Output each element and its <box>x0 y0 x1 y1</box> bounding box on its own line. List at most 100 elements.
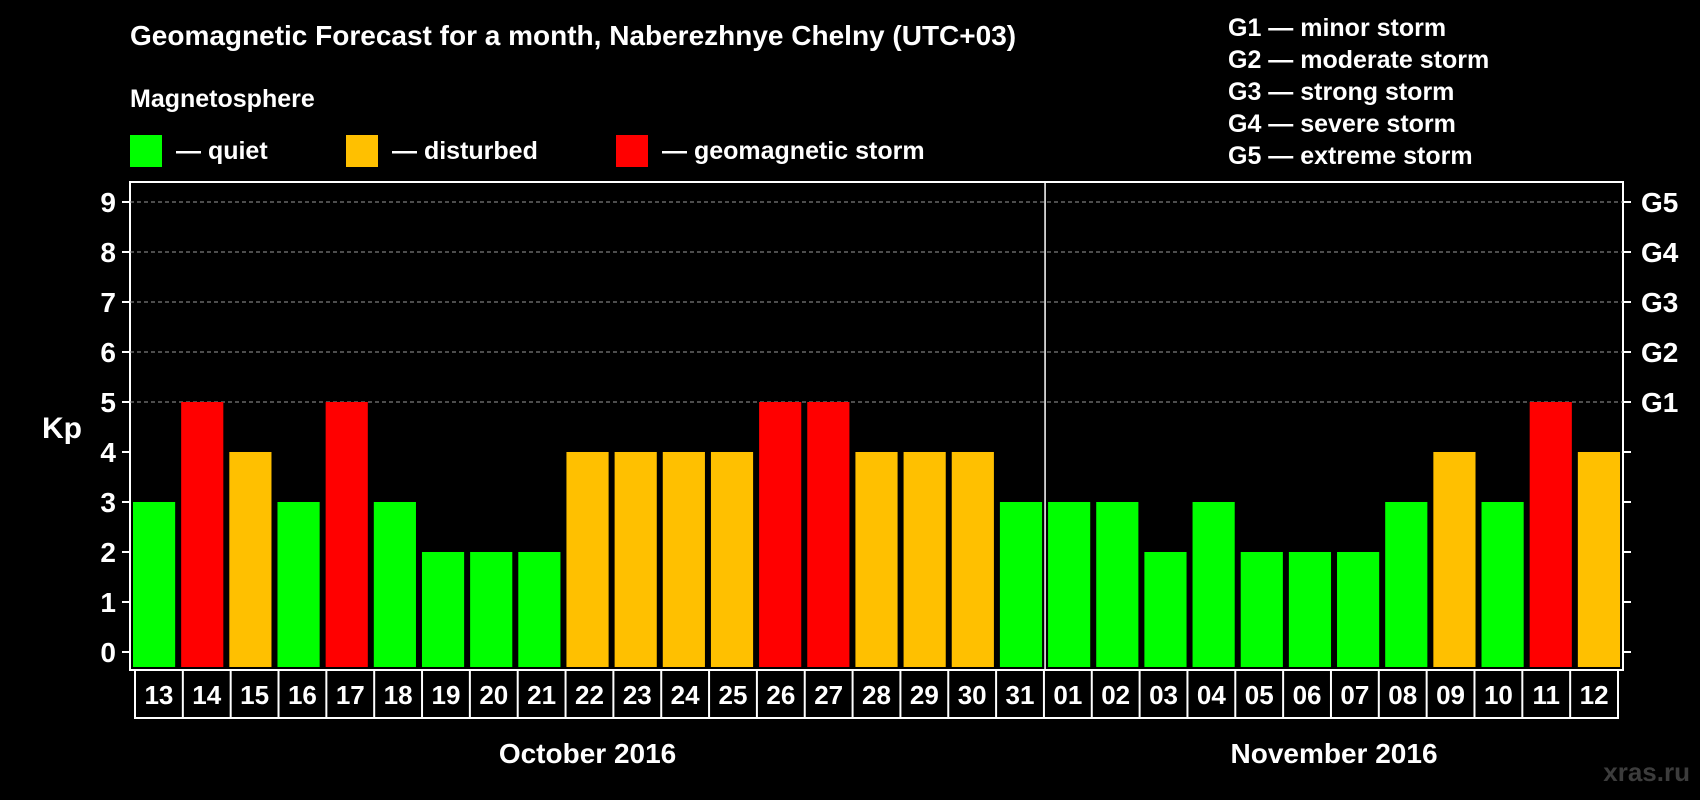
bar-2-15 <box>229 451 272 667</box>
x-tick-label-07-25: 07 <box>1340 680 1369 710</box>
x-tick-label-04-22: 04 <box>1197 680 1226 710</box>
storm-scale-g5: G5 — extreme storm <box>1228 142 1473 170</box>
bar-30-12 <box>1577 451 1620 667</box>
x-tick-label-08-26: 08 <box>1388 680 1417 710</box>
bar-17-30 <box>951 451 994 667</box>
x-tick-label-27-14: 27 <box>814 680 843 710</box>
bar-21-03 <box>1144 551 1187 667</box>
bar-15-28 <box>855 451 898 667</box>
x-tick-label-28-15: 28 <box>862 680 891 710</box>
right-axis-label-g5: G5 <box>1641 187 1678 218</box>
bar-19-01 <box>1048 501 1091 667</box>
y-tick-label-3: 3 <box>100 487 116 518</box>
legend-swatch-quiet <box>130 135 162 167</box>
bar-23-05 <box>1240 551 1283 667</box>
legend-swatch-disturbed <box>346 135 378 167</box>
bar-16-29 <box>903 451 946 667</box>
x-axis-date-strip <box>134 669 1619 719</box>
x-tick-label-31-18: 31 <box>1006 680 1035 710</box>
y-tick-label-7: 7 <box>100 287 116 318</box>
bar-11-24 <box>662 451 705 667</box>
bar-22-04 <box>1192 501 1235 667</box>
x-tick-label-22-9: 22 <box>575 680 604 710</box>
x-tick-label-25-12: 25 <box>719 680 748 710</box>
x-tick-label-26-13: 26 <box>766 680 795 710</box>
x-tick-label-29-16: 29 <box>910 680 939 710</box>
month-label-october: October 2016 <box>499 738 676 769</box>
x-tick-label-24-11: 24 <box>671 680 700 710</box>
storm-scale-legend: G1 — minor storm G2 — moderate storm G3 … <box>1228 12 1489 172</box>
legend-swatch-storm <box>616 135 648 167</box>
bar-5-18 <box>373 501 416 667</box>
legend-item-storm: — geomagnetic storm <box>616 135 925 167</box>
bar-12-25 <box>710 451 754 667</box>
legend-item-disturbed: — disturbed <box>346 135 538 167</box>
legend-label-storm: — geomagnetic storm <box>662 136 925 165</box>
right-axis-label-g1: G1 <box>1641 387 1678 418</box>
y-tick-label-2: 2 <box>100 537 116 568</box>
x-tick-label-20-7: 20 <box>479 680 508 710</box>
y-tick-label-6: 6 <box>100 337 116 368</box>
right-axis-label-g4: G4 <box>1641 237 1679 268</box>
y-axis-label: Kp <box>42 412 82 445</box>
bar-14-27 <box>807 401 850 667</box>
y-tick-label-5: 5 <box>100 387 116 418</box>
x-tick-label-11-29: 11 <box>1532 680 1560 710</box>
x-tick-label-18-5: 18 <box>384 680 413 710</box>
x-tick-label-14-1: 14 <box>192 680 221 710</box>
storm-scale-g2: G2 — moderate storm <box>1228 46 1490 74</box>
bar-29-11 <box>1529 401 1572 667</box>
bar-7-20 <box>470 551 513 667</box>
bar-9-22 <box>566 451 609 667</box>
bar-27-09 <box>1433 451 1476 667</box>
bar-4-17 <box>325 401 368 667</box>
x-tick-label-01-19: 01 <box>1053 680 1082 710</box>
bar-1-14 <box>181 401 224 667</box>
bar-10-23 <box>614 451 657 667</box>
bar-20-02 <box>1096 501 1139 667</box>
bar-0-13 <box>133 501 176 667</box>
x-tick-label-03-21: 03 <box>1149 680 1178 710</box>
x-tick-label-17-4: 17 <box>336 680 365 710</box>
chart-title: Geomagnetic Forecast for a month, Nabere… <box>130 20 1017 51</box>
x-tick-label-10-28: 10 <box>1484 680 1513 710</box>
legend-label-quiet: — quiet <box>176 136 268 165</box>
bar-28-10 <box>1481 501 1524 667</box>
x-tick-label-16-3: 16 <box>288 680 317 710</box>
bar-26-08 <box>1385 501 1428 667</box>
bar-8-21 <box>518 551 561 667</box>
storm-scale-g1: G1 — minor storm <box>1228 14 1447 42</box>
x-tick-label-21-8: 21 <box>527 680 556 710</box>
legend-item-quiet: — quiet <box>130 135 268 167</box>
watermark: xras.ru <box>1603 757 1690 787</box>
bar-13-26 <box>759 401 802 667</box>
bar-24-06 <box>1288 551 1332 667</box>
x-tick-label-05-23: 05 <box>1245 680 1274 710</box>
storm-scale-g3: G3 — strong storm <box>1228 78 1455 106</box>
x-tick-label-15-2: 15 <box>240 680 269 710</box>
y-tick-label-0: 0 <box>100 637 116 668</box>
bar-25-07 <box>1337 551 1380 667</box>
right-axis-label-g3: G3 <box>1641 287 1678 318</box>
x-tick-label-02-20: 02 <box>1101 680 1130 710</box>
x-tick-label-23-10: 23 <box>623 680 652 710</box>
storm-scale-g4: G4 — severe storm <box>1228 110 1456 138</box>
y-tick-label-1: 1 <box>100 587 116 618</box>
x-tick-label-13-0: 13 <box>144 680 173 710</box>
right-axis-label-g2: G2 <box>1641 337 1678 368</box>
x-tick-label-12-30: 12 <box>1580 680 1609 710</box>
y-tick-label-4: 4 <box>100 437 116 468</box>
x-tick-label-19-6: 19 <box>431 680 460 710</box>
y-tick-label-9: 9 <box>100 187 116 218</box>
bar-6-19 <box>421 551 465 667</box>
month-label-november: November 2016 <box>1231 738 1438 769</box>
x-tick-label-30-17: 30 <box>958 680 987 710</box>
bar-3-16 <box>277 501 320 667</box>
x-tick-label-09-27: 09 <box>1436 680 1465 710</box>
legend-label-disturbed: — disturbed <box>392 136 538 165</box>
bar-18-31 <box>999 501 1043 667</box>
x-tick-label-06-24: 06 <box>1293 680 1322 710</box>
y-tick-label-8: 8 <box>100 237 116 268</box>
magnetosphere-label: Magnetosphere <box>130 85 315 113</box>
